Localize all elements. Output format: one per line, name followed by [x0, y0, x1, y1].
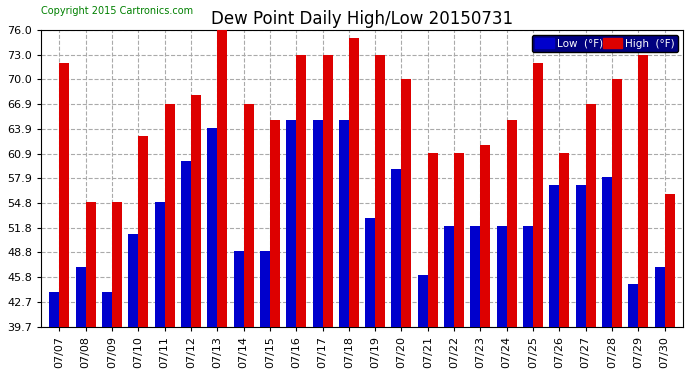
Bar: [523, 226, 533, 327]
Bar: [128, 234, 138, 327]
Bar: [217, 30, 227, 327]
Bar: [322, 55, 333, 327]
Bar: [165, 104, 175, 327]
Bar: [497, 226, 506, 327]
Text: Copyright 2015 Cartronics.com: Copyright 2015 Cartronics.com: [41, 6, 193, 16]
Bar: [286, 120, 296, 327]
Bar: [112, 202, 122, 327]
Bar: [655, 267, 664, 327]
Bar: [664, 194, 675, 327]
Bar: [155, 202, 165, 327]
Bar: [533, 63, 543, 327]
Bar: [454, 153, 464, 327]
Bar: [612, 79, 622, 327]
Bar: [638, 55, 649, 327]
Bar: [138, 136, 148, 327]
Bar: [480, 144, 491, 327]
Bar: [349, 38, 359, 327]
Bar: [444, 226, 454, 327]
Bar: [296, 55, 306, 327]
Bar: [313, 120, 322, 327]
Bar: [506, 120, 517, 327]
Bar: [365, 218, 375, 327]
Bar: [560, 153, 569, 327]
Bar: [86, 202, 96, 327]
Bar: [339, 120, 349, 327]
Bar: [244, 104, 254, 327]
Bar: [181, 161, 191, 327]
Bar: [586, 104, 595, 327]
Bar: [102, 292, 112, 327]
Bar: [391, 169, 402, 327]
Legend: Low  (°F), High  (°F): Low (°F), High (°F): [532, 35, 678, 52]
Bar: [418, 275, 428, 327]
Title: Dew Point Daily High/Low 20150731: Dew Point Daily High/Low 20150731: [211, 10, 513, 28]
Bar: [402, 79, 411, 327]
Bar: [428, 153, 437, 327]
Bar: [270, 120, 280, 327]
Bar: [207, 128, 217, 327]
Bar: [549, 185, 560, 327]
Bar: [375, 55, 385, 327]
Bar: [59, 63, 70, 327]
Bar: [629, 284, 638, 327]
Bar: [234, 251, 244, 327]
Bar: [602, 177, 612, 327]
Bar: [471, 226, 480, 327]
Bar: [76, 267, 86, 327]
Bar: [260, 251, 270, 327]
Bar: [575, 185, 586, 327]
Bar: [191, 96, 201, 327]
Bar: [50, 292, 59, 327]
